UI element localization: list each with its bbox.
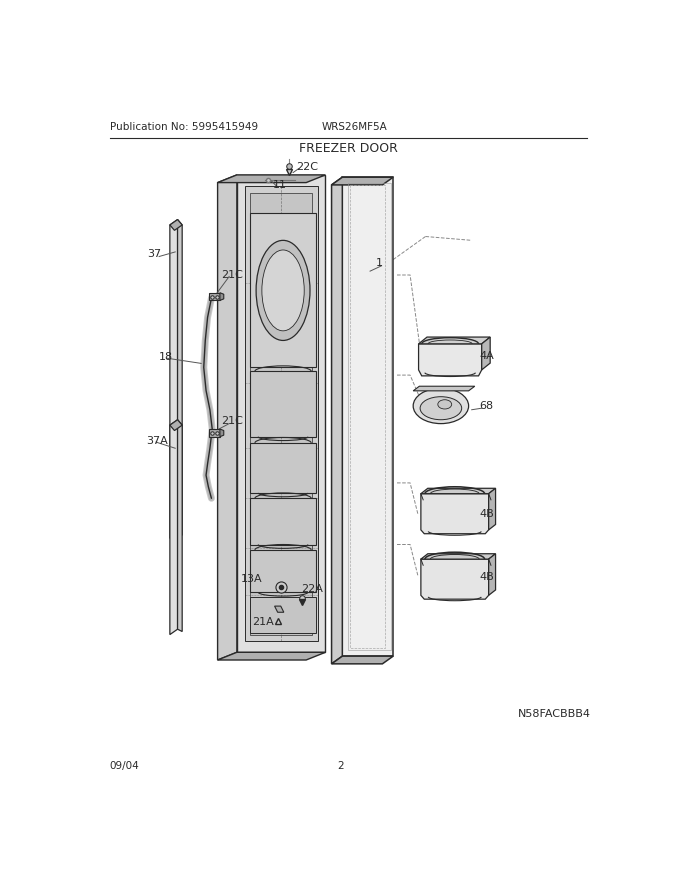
Polygon shape xyxy=(332,177,393,185)
Polygon shape xyxy=(421,488,496,494)
Polygon shape xyxy=(250,498,316,545)
Polygon shape xyxy=(237,175,326,652)
Text: 37A: 37A xyxy=(146,436,168,445)
Text: Publication No: 5995415949: Publication No: 5995415949 xyxy=(109,122,258,132)
Polygon shape xyxy=(170,420,177,634)
Text: 21C: 21C xyxy=(221,416,243,426)
Ellipse shape xyxy=(438,400,452,409)
Polygon shape xyxy=(421,554,496,559)
Polygon shape xyxy=(245,187,318,641)
Polygon shape xyxy=(342,177,393,656)
Polygon shape xyxy=(421,559,489,599)
Polygon shape xyxy=(209,293,220,300)
Polygon shape xyxy=(481,337,490,370)
Polygon shape xyxy=(250,597,316,633)
Polygon shape xyxy=(275,606,284,612)
Text: 13A: 13A xyxy=(241,574,262,584)
Polygon shape xyxy=(489,554,496,595)
Polygon shape xyxy=(177,420,182,632)
Polygon shape xyxy=(419,344,481,376)
Text: 21C: 21C xyxy=(221,270,243,280)
Text: 11: 11 xyxy=(273,180,287,190)
Polygon shape xyxy=(421,494,489,533)
Polygon shape xyxy=(170,420,182,430)
Polygon shape xyxy=(218,652,326,660)
Ellipse shape xyxy=(420,397,462,420)
Text: 37: 37 xyxy=(148,249,162,260)
Text: 2: 2 xyxy=(337,761,344,771)
Text: 4B: 4B xyxy=(479,572,494,582)
Polygon shape xyxy=(250,193,312,634)
Polygon shape xyxy=(419,337,490,344)
Polygon shape xyxy=(489,488,496,530)
Text: FREEZER DOOR: FREEZER DOOR xyxy=(299,143,398,155)
Text: 21A: 21A xyxy=(252,617,274,627)
Polygon shape xyxy=(250,214,316,368)
Text: 09/04: 09/04 xyxy=(109,761,139,771)
Text: 1: 1 xyxy=(375,259,382,268)
Text: 4B: 4B xyxy=(479,509,494,518)
Text: N58FACBBB4: N58FACBBB4 xyxy=(518,709,591,719)
Polygon shape xyxy=(218,175,326,182)
Polygon shape xyxy=(220,429,224,436)
Polygon shape xyxy=(413,386,475,391)
Polygon shape xyxy=(170,219,182,231)
Text: WRS26MF5A: WRS26MF5A xyxy=(322,122,388,132)
Polygon shape xyxy=(332,656,393,664)
Polygon shape xyxy=(209,429,220,436)
Polygon shape xyxy=(250,371,316,436)
Text: 68: 68 xyxy=(479,401,494,411)
Text: 22C: 22C xyxy=(296,162,318,172)
Ellipse shape xyxy=(256,240,310,341)
Polygon shape xyxy=(332,177,342,664)
Polygon shape xyxy=(220,293,224,300)
Ellipse shape xyxy=(413,388,469,423)
Polygon shape xyxy=(218,175,237,660)
Polygon shape xyxy=(250,443,316,493)
Polygon shape xyxy=(177,219,182,535)
Text: 18: 18 xyxy=(159,352,173,362)
Text: 4A: 4A xyxy=(479,351,494,361)
Ellipse shape xyxy=(262,250,304,331)
Polygon shape xyxy=(250,550,316,592)
Text: 22A: 22A xyxy=(301,584,322,594)
Polygon shape xyxy=(170,219,177,539)
